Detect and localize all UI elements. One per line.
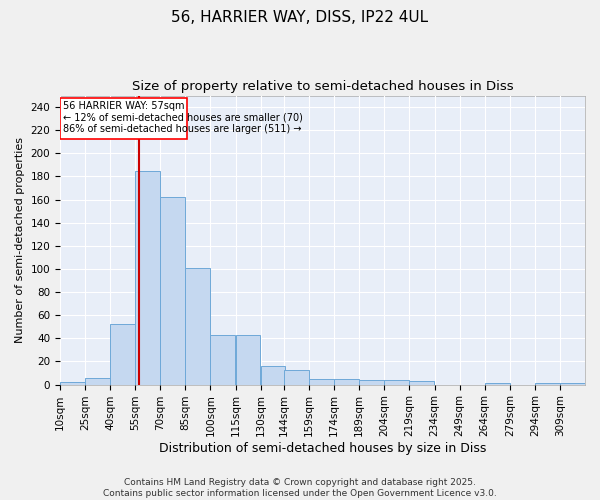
Bar <box>110 324 135 384</box>
Bar <box>185 268 210 384</box>
Text: ← 12% of semi-detached houses are smaller (70): ← 12% of semi-detached houses are smalle… <box>64 113 303 123</box>
Bar <box>160 198 185 384</box>
Text: 56 HARRIER WAY: 57sqm: 56 HARRIER WAY: 57sqm <box>64 102 185 112</box>
Bar <box>309 379 334 384</box>
Bar <box>334 379 359 384</box>
Bar <box>135 170 160 384</box>
Bar <box>284 370 309 384</box>
Bar <box>385 380 409 384</box>
Bar <box>60 98 187 140</box>
Bar <box>60 382 85 384</box>
Bar <box>409 381 434 384</box>
Y-axis label: Number of semi-detached properties: Number of semi-detached properties <box>15 137 25 343</box>
Title: Size of property relative to semi-detached houses in Diss: Size of property relative to semi-detach… <box>132 80 514 93</box>
Text: 86% of semi-detached houses are larger (511) →: 86% of semi-detached houses are larger (… <box>64 124 302 134</box>
Text: Contains HM Land Registry data © Crown copyright and database right 2025.
Contai: Contains HM Land Registry data © Crown c… <box>103 478 497 498</box>
X-axis label: Distribution of semi-detached houses by size in Diss: Distribution of semi-detached houses by … <box>159 442 486 455</box>
Text: 56, HARRIER WAY, DISS, IP22 4UL: 56, HARRIER WAY, DISS, IP22 4UL <box>172 10 428 25</box>
Bar <box>236 335 260 384</box>
Bar <box>85 378 110 384</box>
Bar <box>260 366 286 384</box>
Bar <box>211 335 235 384</box>
Bar <box>359 380 384 384</box>
